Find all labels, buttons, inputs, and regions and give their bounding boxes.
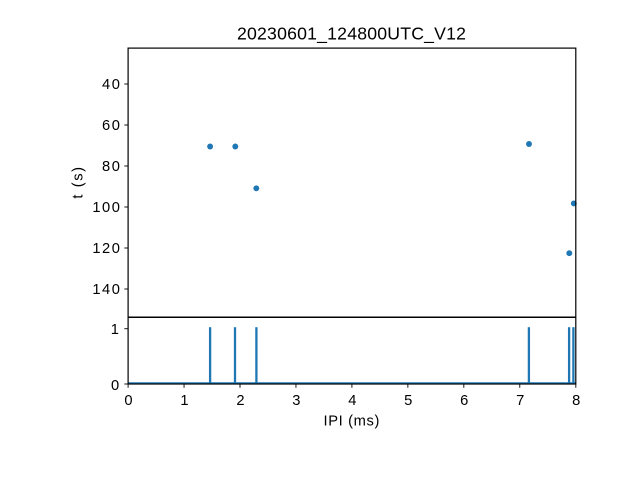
svg-text:6: 6 bbox=[460, 393, 468, 409]
svg-text:2: 2 bbox=[236, 393, 244, 409]
svg-text:0: 0 bbox=[124, 393, 132, 409]
svg-text:8: 8 bbox=[572, 393, 580, 409]
svg-text:100: 100 bbox=[92, 200, 121, 216]
svg-text:1: 1 bbox=[180, 393, 188, 409]
svg-text:140: 140 bbox=[92, 282, 121, 298]
svg-text:80: 80 bbox=[102, 159, 121, 175]
svg-text:60: 60 bbox=[102, 118, 121, 134]
svg-text:t (s): t (s) bbox=[71, 165, 87, 198]
svg-text:4: 4 bbox=[348, 393, 356, 409]
svg-text:7: 7 bbox=[516, 393, 524, 409]
svg-text:20230601_124800UTC_V12: 20230601_124800UTC_V12 bbox=[237, 24, 466, 45]
svg-text:IPI (ms): IPI (ms) bbox=[323, 413, 380, 429]
svg-text:5: 5 bbox=[404, 393, 412, 409]
svg-text:1: 1 bbox=[111, 322, 121, 338]
svg-text:0: 0 bbox=[111, 378, 121, 394]
svg-text:40: 40 bbox=[102, 77, 121, 93]
svg-text:3: 3 bbox=[292, 393, 300, 409]
svg-text:120: 120 bbox=[92, 241, 121, 257]
